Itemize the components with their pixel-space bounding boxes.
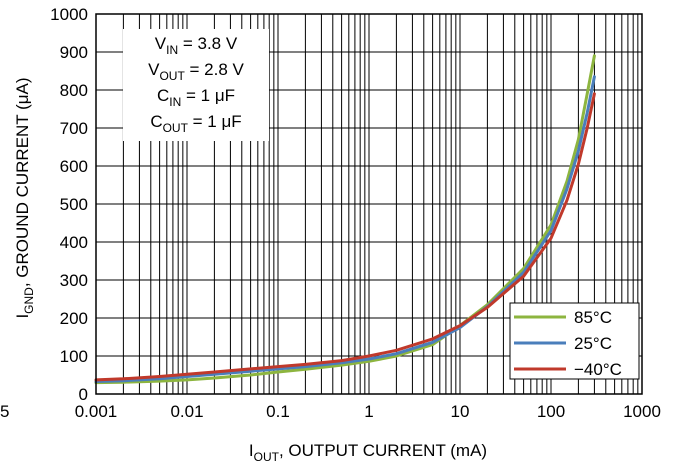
x-tick-label: 10 xyxy=(451,402,470,421)
plot-frame xyxy=(95,13,643,395)
legend: 85°C 25°C −40°C xyxy=(509,302,640,380)
y-tick-label: 100 xyxy=(60,347,88,366)
series-lines xyxy=(94,54,596,385)
legend-label: −40°C xyxy=(574,360,622,379)
condition-text: CIN = 1 μF xyxy=(157,86,235,109)
y-tick-label: 600 xyxy=(60,157,88,176)
y-tick-label: 300 xyxy=(60,271,88,290)
x-tick-label: 0.001 xyxy=(75,402,118,421)
x-tick-label: 1 xyxy=(364,402,373,421)
condition-text: VOUT = 2.8 V xyxy=(148,60,244,83)
y-tick-label: 900 xyxy=(60,43,88,62)
x-axis-label: IOUT, OUTPUT CURRENT (mA) xyxy=(249,441,487,464)
y-tick-label: 500 xyxy=(60,195,88,214)
x-tick-label: 0.01 xyxy=(170,402,203,421)
legend-label: 85°C xyxy=(574,308,612,327)
y-tick-label: 400 xyxy=(60,233,88,252)
y-tick-label: 800 xyxy=(60,81,88,100)
y-tick-label: 0 xyxy=(79,385,88,404)
x-tick-label: 1000 xyxy=(623,402,661,421)
series-line-1 xyxy=(94,75,596,383)
y-tick-label: 700 xyxy=(60,119,88,138)
x-tick-label: 0.1 xyxy=(266,402,290,421)
y-tick-label: 200 xyxy=(60,309,88,328)
condition-text: COUT = 1 μF xyxy=(150,112,241,135)
y-tick-labels: 0 100 200 300 400 500 600 700 800 900 1000 xyxy=(50,5,88,404)
condition-text: VIN = 3.8 V xyxy=(155,34,238,57)
y-tick-label: 1000 xyxy=(50,5,88,24)
stray-tick-label: 5 xyxy=(0,402,9,421)
x-tick-labels: 0.001 0.01 0.1 1 10 100 1000 xyxy=(75,402,661,421)
legend-label: 25°C xyxy=(574,334,612,353)
x-tick-label: 100 xyxy=(537,402,565,421)
conditions-box: VIN = 3.8 V VOUT = 2.8 V CIN = 1 μF COUT = … xyxy=(123,29,269,141)
series-line-0 xyxy=(94,54,596,385)
series-line-2 xyxy=(94,92,596,382)
y-axis-label: IGND, GROUND CURRENT (μA) xyxy=(13,77,36,318)
